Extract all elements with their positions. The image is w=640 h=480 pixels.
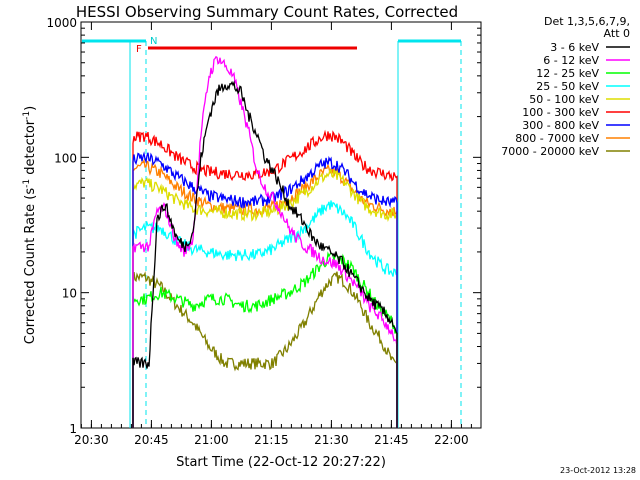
legend-label: 50 - 100 keV: [529, 93, 599, 106]
x-tick-label: 21:00: [194, 433, 229, 447]
legend-label: 25 - 50 keV: [536, 80, 599, 93]
y-axis-label-main: Corrected Count Rate (s: [23, 188, 38, 345]
attenuator-markers: F N: [82, 36, 462, 428]
series-line-300-800keV: [132, 151, 398, 428]
series-line-12-25keV: [132, 251, 398, 428]
legend-label: 3 - 6 keV: [550, 41, 599, 54]
x-tick-label: 21:45: [374, 433, 409, 447]
series-line-3-6keV: [132, 80, 398, 428]
legend-label: 12 - 25 keV: [536, 67, 599, 80]
x-tick-label: 22:00: [434, 433, 469, 447]
legend-label: 100 - 300 keV: [522, 106, 599, 119]
x-tick-label: 20:45: [134, 433, 169, 447]
legend-label: 300 - 800 keV: [522, 119, 599, 132]
y-axis-ticks: 1 10 100 1000: [46, 16, 481, 436]
flare-flag-label: F: [136, 44, 142, 55]
x-tick-label: 21:30: [314, 433, 349, 447]
x-axis-ticks: 20:30 20:45 21:00 21:15 21:30 21:45 22:00: [74, 22, 472, 447]
legend-header-line1: Det 1,3,5,6,7,9,: [544, 15, 630, 28]
y-axis-label-exp1: -1: [22, 179, 32, 188]
x-tick-label: 20:30: [74, 433, 109, 447]
legend-label: 6 - 12 keV: [543, 54, 599, 67]
plot-frame: [80, 21, 482, 429]
legend-label: 7000 - 20000 keV: [501, 145, 599, 158]
series-line-100-300keV: [132, 129, 398, 428]
series-line-7000-20000keV: [132, 271, 398, 428]
y-axis-label-mid: detector: [23, 119, 38, 179]
y-axis-label-exp2: -1: [22, 111, 32, 120]
night-flag-label: N: [150, 36, 157, 47]
x-tick-label: 21:15: [254, 433, 289, 447]
y-tick-label: 1: [69, 422, 77, 436]
timestamp: 23-Oct-2012 13:28: [560, 466, 636, 475]
y-tick-label: 10: [62, 287, 77, 301]
y-tick-label: 1000: [46, 16, 77, 30]
y-tick-label: 100: [54, 151, 77, 165]
y-axis-label-end: ): [23, 106, 38, 111]
chart-title: HESSI Observing Summary Count Rates, Cor…: [76, 3, 458, 21]
legend-label: 800 - 7000 keV: [515, 132, 599, 145]
series-group: [132, 55, 398, 428]
series-line-6-12keV: [132, 55, 398, 428]
series-line-50-100keV: [132, 168, 398, 428]
legend-header-line2: Att 0: [604, 27, 630, 40]
y-axis-label: Corrected Count Rate (s-1 detector-1): [22, 106, 38, 344]
x-axis-label: Start Time (22-Oct-12 20:27:22): [176, 455, 386, 470]
